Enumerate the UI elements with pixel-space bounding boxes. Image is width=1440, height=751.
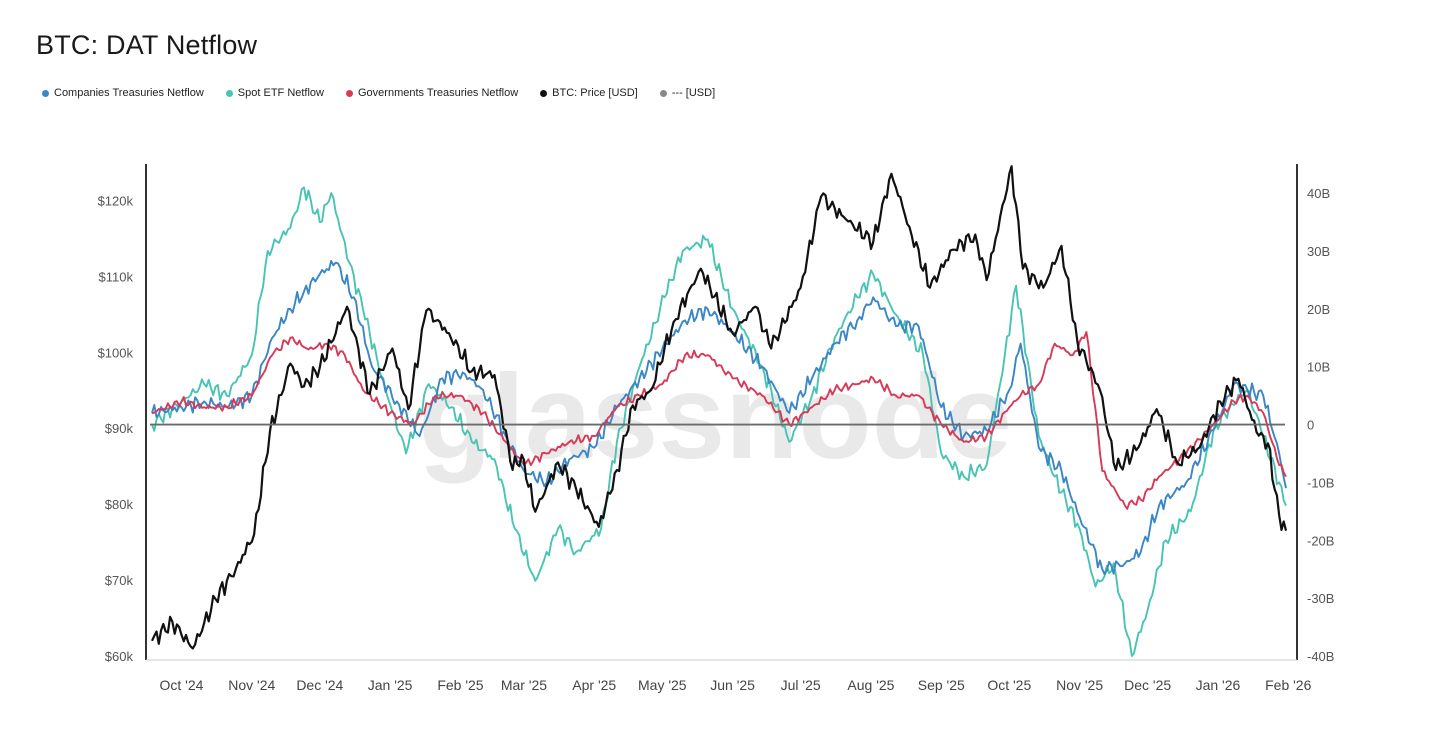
x-tick-label: May '25 [638, 677, 687, 693]
legend-label: --- [USD] [671, 87, 716, 99]
y-left-tick-label: $70k [105, 573, 134, 588]
legend-dot [42, 89, 49, 97]
x-tick-label: Feb '26 [1265, 677, 1311, 693]
legend-label: Companies Treasuries Netflow [54, 87, 204, 99]
legend-item-companies[interactable]: Companies Treasuries Netflow [42, 87, 204, 99]
y-left-tick-label: $60k [105, 649, 134, 664]
y-left-tick-label: $120k [98, 193, 134, 208]
series-line-btc-price-usd [151, 165, 1288, 650]
y-right-tick-label: -40B [1307, 649, 1334, 664]
x-ticks: Oct '24 Nov '24 Dec '24 Jan '25 Feb '25 Mar '… [160, 677, 1312, 693]
series-line-companies-treasuries-netflow [151, 260, 1287, 576]
legend-label: Spot ETF Netflow [237, 87, 324, 99]
y-left-tick-label: $110k [99, 269, 134, 284]
chart-axes [145, 164, 1298, 661]
y-right-tick-label: 40B [1307, 186, 1330, 201]
y-right-tick-label: 0 [1307, 418, 1314, 433]
x-tick-label: Feb '25 [437, 677, 483, 693]
x-tick-label: Jan '25 [368, 677, 413, 693]
series-layer [151, 165, 1288, 657]
x-tick-label: Dec '25 [1124, 677, 1171, 693]
legend-label: Governments Treasuries Netflow [358, 87, 519, 99]
x-tick-label: Dec '24 [296, 677, 343, 693]
legend-dot [540, 89, 548, 97]
y-left-ticks: $60k $70k $80k $90k $100k $110k $120k [98, 193, 134, 664]
x-tick-label: Nov '24 [228, 677, 275, 693]
legend-dot [346, 89, 353, 97]
x-tick-label: Jun '25 [710, 677, 755, 693]
x-tick-label: Aug '25 [847, 677, 894, 693]
chart-title: BTC: DAT Netflow [36, 30, 258, 60]
y-left-tick-label: $100k [98, 345, 134, 360]
legend-item-spot-etf[interactable]: Spot ETF Netflow [225, 87, 324, 99]
legend: Companies Treasuries Netflow Spot ETF Ne… [42, 87, 715, 99]
series-line-spot-etf-netflow [151, 186, 1287, 657]
x-tick-label: Mar '25 [501, 677, 547, 693]
series-line-governments-treasuries-netflow [151, 331, 1287, 510]
legend-item-btc-price[interactable]: BTC: Price [USD] [540, 87, 638, 99]
legend-dot [659, 89, 667, 97]
y-right-tick-label: 20B [1307, 302, 1330, 317]
y-right-tick-label: 30B [1307, 244, 1330, 259]
y-right-tick-label: -30B [1307, 591, 1334, 606]
x-tick-label: Apr '25 [572, 677, 616, 693]
x-tick-label: Jan '26 [1196, 677, 1241, 693]
y-left-tick-label: $90k [105, 421, 134, 436]
x-tick-label: Sep '25 [918, 677, 965, 693]
watermark: glassnode [418, 350, 1012, 484]
x-tick-label: Nov '25 [1056, 677, 1103, 693]
y-right-tick-label: -20B [1307, 533, 1334, 548]
y-right-tick-label: -10B [1307, 475, 1334, 490]
x-tick-label: Oct '25 [987, 677, 1031, 693]
legend-item-usd[interactable]: --- [USD] [659, 87, 716, 99]
legend-label: BTC: Price [USD] [552, 87, 638, 99]
y-right-ticks: -40B -30B -20B -10B 0 10B 20B 30B 40B [1307, 186, 1334, 664]
x-tick-label: Oct '24 [160, 677, 204, 693]
y-left-tick-label: $80k [105, 497, 134, 512]
y-right-tick-label: 10B [1307, 360, 1330, 375]
x-tick-label: Jul '25 [781, 677, 821, 693]
legend-item-governments[interactable]: Governments Treasuries Netflow [346, 87, 518, 99]
legend-dot [225, 89, 233, 97]
